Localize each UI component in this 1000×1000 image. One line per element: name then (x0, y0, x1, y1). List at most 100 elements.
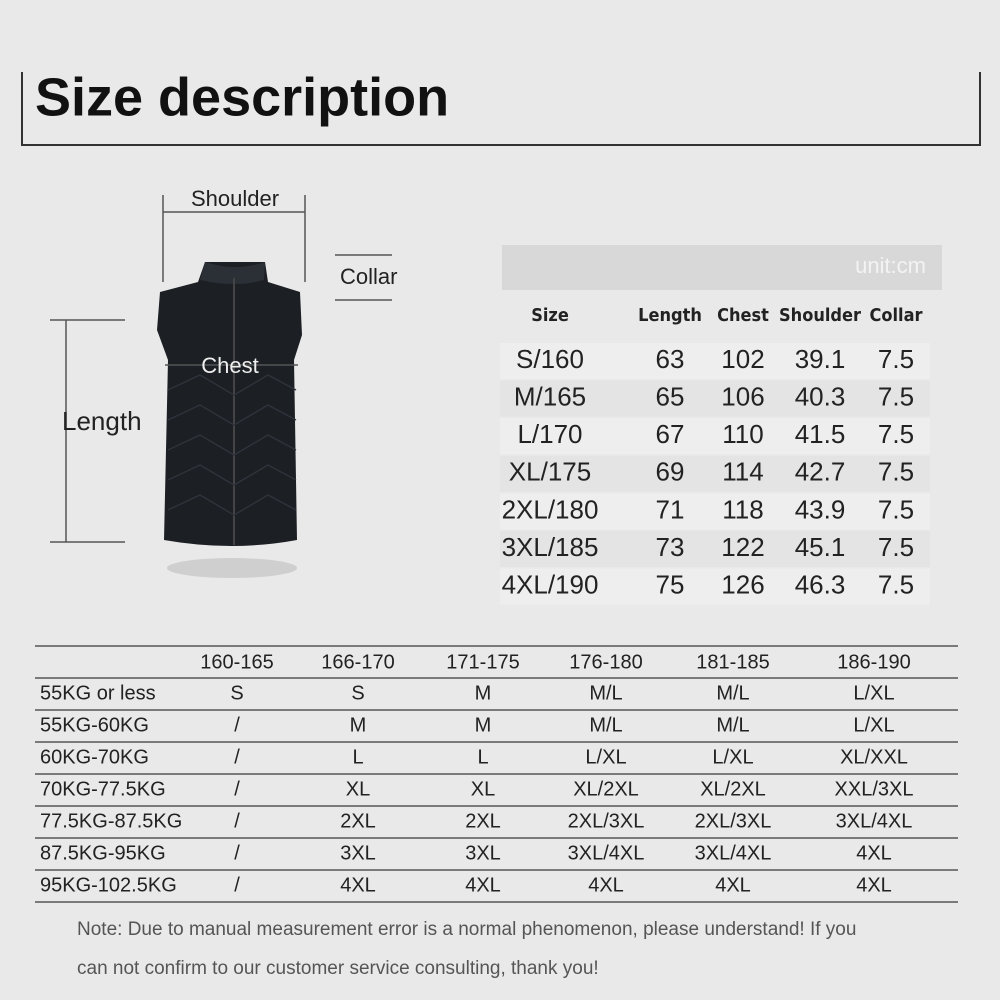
size-row-bg (500, 343, 930, 379)
fit-cell: M/L (716, 682, 749, 704)
size-cell: 7.5 (878, 569, 914, 599)
fit-cell: L/XL (712, 746, 753, 768)
size-table: Size Length Chest Shoulder Collar S/160 63 102 3… (500, 305, 930, 605)
fit-cell: S (230, 682, 243, 704)
size-cell: 71 (656, 494, 685, 524)
note-line: can not confirm to our customer service … (77, 958, 599, 979)
fit-cell: 3XL/4XL (836, 810, 913, 832)
size-cell: 75 (656, 569, 685, 599)
fit-cell: 4XL (715, 874, 751, 896)
fit-cell: M/L (589, 682, 622, 704)
size-row-bg (500, 493, 930, 530)
height-header: 171-175 (446, 651, 519, 673)
fit-cell: 4XL (588, 874, 624, 896)
chest-label: Chest (201, 353, 258, 378)
fit-cell: 4XL (465, 874, 501, 896)
collar-label: Collar (340, 264, 397, 289)
size-column-header: Collar (869, 305, 922, 326)
size-cell: L/170 (517, 419, 582, 449)
size-cell: 7.5 (878, 494, 914, 524)
size-cell: 46.3 (795, 569, 846, 599)
fit-cell: 3XL/4XL (568, 842, 645, 864)
height-header: 181-185 (696, 651, 769, 673)
fit-cell: 4XL (856, 874, 892, 896)
size-cell: 65 (656, 381, 685, 411)
size-cell: 102 (721, 344, 764, 374)
size-cell: 122 (721, 532, 764, 562)
weight-label: 70KG-77.5KG (40, 778, 166, 800)
fit-cell: M (350, 714, 367, 736)
fit-cell: XL/XXL (840, 746, 908, 768)
fit-cell: / (234, 874, 240, 896)
fit-cell: XL (471, 778, 495, 800)
page-title: Size description (35, 67, 449, 127)
size-row-bg (500, 531, 930, 567)
size-cell: 73 (656, 532, 685, 562)
fit-cell: 3XL (465, 842, 501, 864)
fit-cell: XL/2XL (700, 778, 766, 800)
height-header: 176-180 (569, 651, 642, 673)
fit-cell: M/L (589, 714, 622, 736)
size-cell: 45.1 (795, 532, 846, 562)
unit-bar (502, 245, 942, 290)
fit-cell: XL (346, 778, 370, 800)
size-cell: 43.9 (795, 494, 846, 524)
size-cell: 39.1 (795, 344, 846, 374)
title-frame (21, 72, 981, 146)
height-header: 186-190 (837, 651, 910, 673)
size-row-bg (500, 568, 930, 605)
fit-cell: 3XL (340, 842, 376, 864)
size-cell: M/165 (514, 381, 586, 411)
size-cell: 40.3 (795, 381, 846, 411)
unit-label: unit:cm (855, 253, 926, 278)
size-column-header: Chest (717, 305, 769, 326)
size-cell: XL/175 (509, 457, 591, 487)
weight-label: 87.5KG-95KG (40, 842, 166, 864)
size-cell: 4XL/190 (502, 569, 599, 599)
size-cell: 110 (722, 419, 763, 449)
fit-cell: L/XL (853, 714, 894, 736)
vest-diagram: Shoulder Collar Chest Length (50, 186, 397, 578)
size-row-bg (500, 380, 930, 417)
fit-cell: / (234, 714, 240, 736)
weight-label: 77.5KG-87.5KG (40, 810, 182, 832)
length-label: Length (62, 406, 142, 436)
fit-cell: 2XL/3XL (695, 810, 772, 832)
fit-cell: / (234, 746, 240, 768)
size-cell: 3XL/185 (502, 532, 599, 562)
fit-cell: XL/2XL (573, 778, 639, 800)
weight-label: 60KG-70KG (40, 746, 149, 768)
fit-cell: / (234, 842, 240, 864)
size-cell: 7.5 (878, 344, 914, 374)
fit-cell: / (234, 778, 240, 800)
size-cell: 7.5 (878, 381, 914, 411)
size-cell: 69 (656, 457, 685, 487)
size-cell: 67 (656, 419, 685, 449)
size-cell: 106 (721, 381, 764, 411)
size-cell: 126 (721, 569, 764, 599)
size-column-header: Length (638, 305, 702, 326)
fit-cell: L/XL (585, 746, 626, 768)
size-cell: 118 (722, 494, 763, 524)
height-header: 160-165 (200, 651, 273, 673)
weight-label: 95KG-102.5KG (40, 874, 177, 896)
fit-table: 160-165 166-170 171-175 176-180 181-185 186-1… (35, 645, 958, 903)
size-cell: 7.5 (878, 457, 914, 487)
fit-cell: 2XL (465, 810, 501, 832)
weight-label: 55KG-60KG (40, 714, 149, 736)
fit-cell: S (351, 682, 364, 704)
size-cell: 7.5 (878, 532, 914, 562)
fit-cell: M/L (716, 714, 749, 736)
fit-cell: / (234, 810, 240, 832)
size-row-bg (500, 418, 930, 455)
size-cell: S/160 (516, 344, 584, 374)
size-column-header: Shoulder (779, 305, 861, 326)
height-header: 166-170 (321, 651, 394, 673)
note: Note: Due to manual measurement error is… (77, 919, 856, 979)
size-column-header: Size (531, 305, 569, 326)
size-cell: 41.5 (795, 419, 846, 449)
fit-cell: 4XL (340, 874, 376, 896)
fit-cell: M (475, 714, 492, 736)
fit-cell: 2XL (340, 810, 376, 832)
